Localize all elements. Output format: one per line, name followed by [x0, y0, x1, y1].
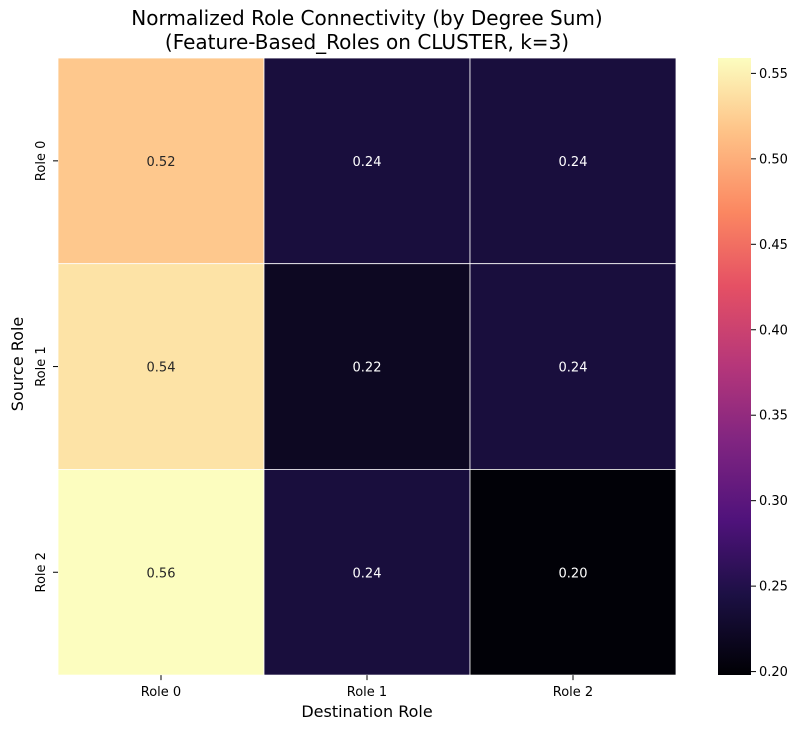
- y-axis-label: Source Role: [8, 317, 27, 412]
- cell-value-label: 0.24: [353, 566, 382, 581]
- x-axis-ticks: Role 0 Role 1 Role 2: [141, 675, 593, 700]
- heatmap-cell: [263, 57, 471, 265]
- cell-value-label: 0.52: [147, 155, 176, 170]
- heatmap-cell: [263, 263, 471, 470]
- heatmap-cell: [469, 57, 677, 265]
- y-tick-label: Role 1: [34, 346, 49, 386]
- x-tick-label: Role 1: [347, 685, 387, 700]
- colorbar-tick-label: 0.20: [759, 665, 788, 680]
- x-tick-label: Role 2: [553, 685, 593, 700]
- colorbar-tick-label: 0.40: [759, 323, 788, 338]
- cell-value-label: 0.22: [353, 361, 382, 376]
- heatmap-cell: [469, 263, 677, 470]
- y-axis-ticks: Role 0 Role 1 Role 2: [34, 141, 58, 592]
- cell-value-label: 0.24: [353, 155, 382, 170]
- heatmap-cell: [57, 57, 265, 265]
- heatmap-cell: [57, 468, 265, 676]
- colorbar: [718, 58, 751, 675]
- x-axis-label: Destination Role: [301, 702, 432, 721]
- colorbar-ticks: 0.20 0.25 0.30 0.35 0.40 0.45 0.50 0.55: [751, 67, 788, 680]
- x-tick-label: Role 0: [141, 685, 181, 700]
- colorbar-tick-label: 0.30: [759, 494, 788, 509]
- chart-title: Normalized Role Connectivity (by Degree …: [131, 6, 602, 30]
- cell-value-label: 0.54: [147, 361, 176, 376]
- y-tick-label: Role 0: [34, 141, 49, 181]
- cell-value-label: 0.24: [559, 155, 588, 170]
- colorbar-tick-label: 0.55: [759, 67, 788, 82]
- colorbar-tick-label: 0.35: [759, 409, 788, 424]
- colorbar-tick-label: 0.50: [759, 152, 788, 167]
- heatmap-cell: [57, 263, 265, 470]
- colorbar-tick-label: 0.45: [759, 238, 788, 253]
- heatmap-cells: [57, 57, 677, 676]
- colorbar-tick-label: 0.25: [759, 580, 788, 595]
- y-tick-label: Role 2: [34, 552, 49, 592]
- cell-value-label: 0.20: [559, 566, 588, 581]
- cell-value-label: 0.24: [559, 361, 588, 376]
- cell-value-label: 0.56: [147, 566, 176, 581]
- chart-subtitle: (Feature-Based_Roles on CLUSTER, k=3): [165, 30, 569, 54]
- heatmap-cell-labels: 0.52 0.24 0.24 0.54 0.22 0.24 0.56 0.24 0.20: [147, 155, 588, 581]
- heatmap-cell: [263, 468, 471, 676]
